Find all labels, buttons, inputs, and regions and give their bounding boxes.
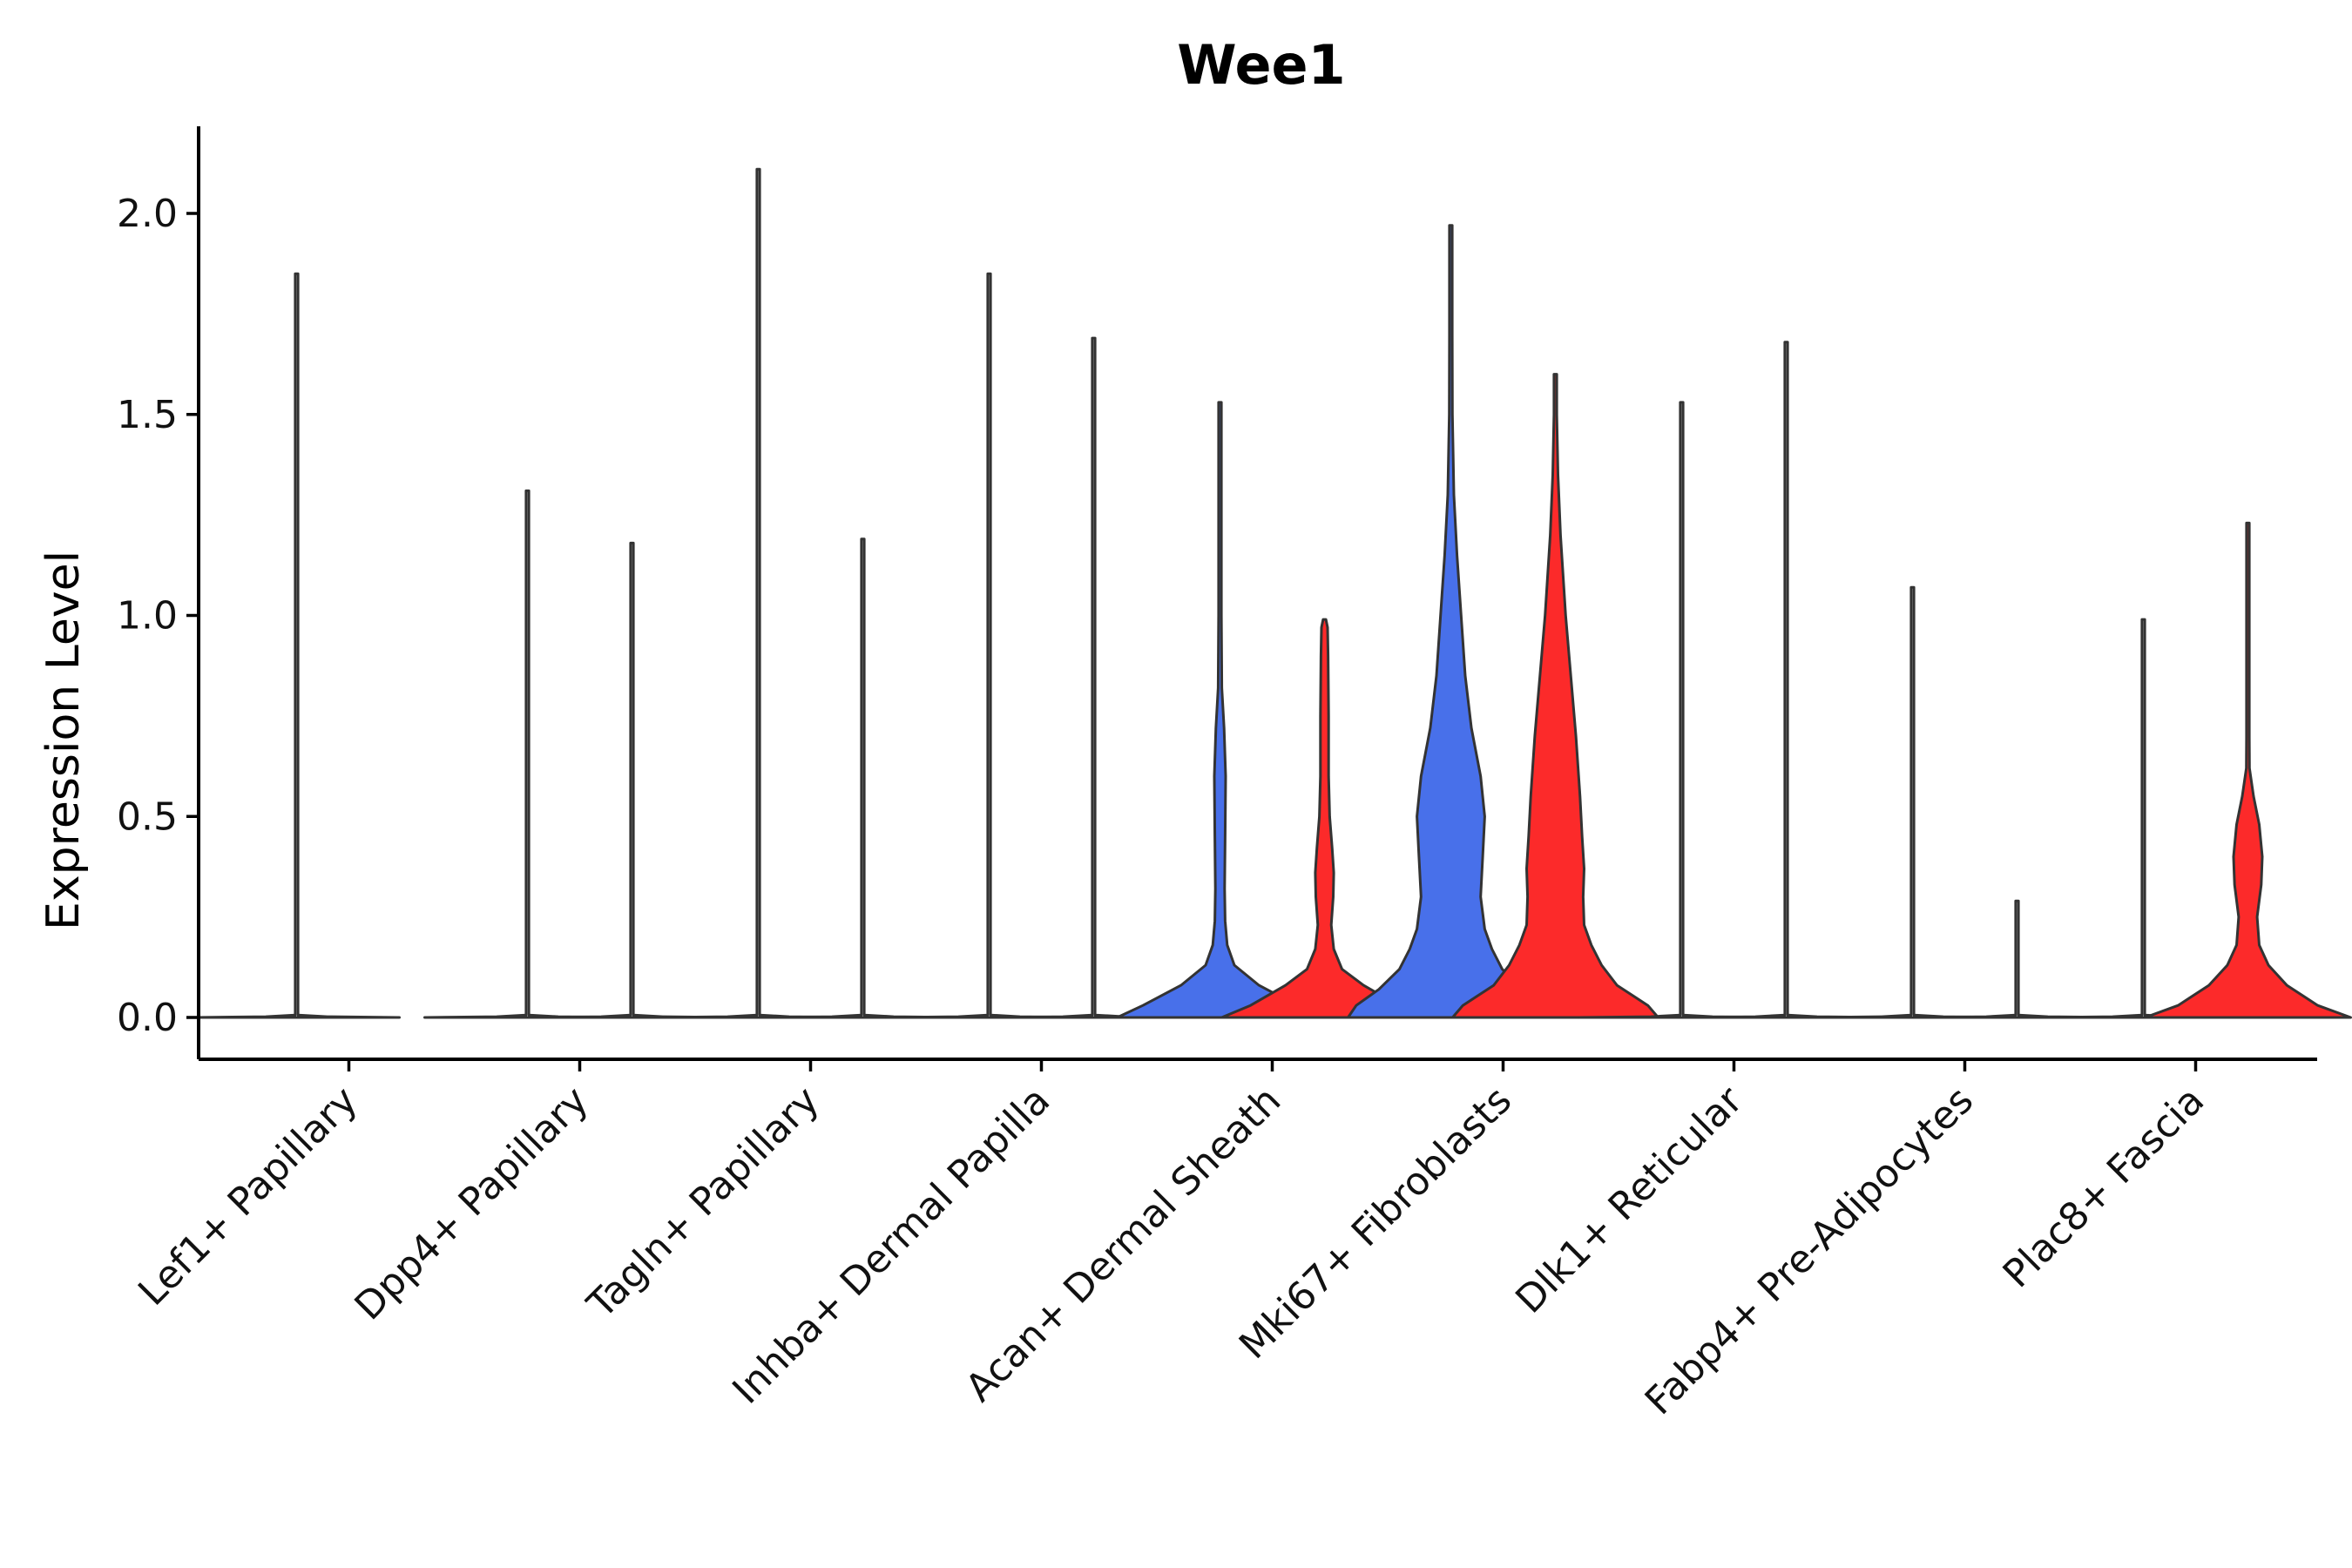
x-tick-label: Lef1+ Papillary [130,1078,366,1315]
violin-lef1-papillary-g0 [193,272,401,1019]
x-tick-label: Dpp4+ Papillary [347,1078,598,1329]
violin-fabp4-pre-adipocytes-g0 [1808,585,2017,1019]
violin-inhba-dermal-papilla-g0 [885,272,1093,1019]
chart-title: Wee1 [1177,33,1345,97]
x-tick-label: Tagln+ Papillary [578,1078,828,1328]
violin-dpp4-papillary-g0 [423,489,632,1019]
violin-tagln-papillary-g0 [654,167,862,1019]
y-tick-label: 1.5 [117,393,178,437]
violin-tagln-papillary-g1 [759,537,967,1019]
y-tick-label: 1.0 [117,594,178,639]
violin-mki67-fibroblasts-g1 [1451,373,1659,1019]
violin-plac8-fascia-g0 [2039,618,2247,1019]
y-tick-label: 0.5 [117,794,178,839]
y-tick-label: 2.0 [117,192,178,236]
violin-dpp4-papillary-g1 [528,541,736,1019]
violin-inhba-dermal-papilla-g1 [990,336,1198,1019]
y-tick-label: 0.0 [117,996,178,1040]
violin-fabp4-pre-adipocytes-g1 [1913,899,2121,1019]
x-tick-label: Plac8+ Fascia [1995,1078,2213,1297]
x-tick-label: Dlk1+ Reticular [1507,1078,1752,1322]
violin-plac8-fascia-g1 [2144,521,2352,1019]
violin-dlk1-reticular-g1 [1682,341,1890,1019]
y-axis-label: Expression Level [37,551,90,930]
violin-acan-dermal-sheath-g0 [1116,401,1324,1019]
violin-acan-dermal-sheath-g1 [1220,618,1429,1019]
violins-layer [193,167,2352,1019]
violin-mki67-fibroblasts-g0 [1347,224,1555,1019]
violin-dlk1-reticular-g0 [1578,401,1786,1019]
